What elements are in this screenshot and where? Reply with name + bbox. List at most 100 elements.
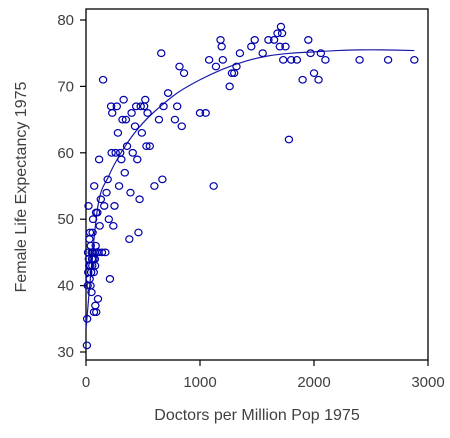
data-point <box>122 142 132 151</box>
data-point <box>355 55 364 64</box>
data-point <box>97 248 107 257</box>
data-point <box>292 55 302 64</box>
data-point <box>204 55 214 64</box>
data-point <box>383 55 393 64</box>
data-point <box>110 202 119 210</box>
data-point <box>127 109 136 117</box>
data-point <box>247 42 256 51</box>
data-point <box>298 75 307 84</box>
data-point <box>117 155 126 164</box>
data-point <box>133 155 142 164</box>
data-point <box>107 148 116 157</box>
fit-line <box>85 49 415 329</box>
data-point <box>177 122 186 131</box>
data-point <box>96 195 106 204</box>
data-point <box>108 109 117 117</box>
plot-frame <box>85 8 429 361</box>
data-point <box>209 182 218 190</box>
x-tick-label: 2000 <box>297 374 330 391</box>
x-tick-label: 1000 <box>183 374 216 391</box>
data-point <box>287 55 296 64</box>
data-point <box>91 301 100 310</box>
data-point <box>158 175 167 184</box>
data-point <box>172 102 182 111</box>
data-point <box>232 62 241 71</box>
data-point <box>157 49 166 58</box>
data-point <box>410 55 419 64</box>
data-point <box>269 36 279 44</box>
data-point <box>218 55 227 64</box>
y-axis-title: Female Life Expectancy 1975 <box>13 82 30 293</box>
data-point <box>109 221 118 230</box>
data-point <box>279 55 288 64</box>
data-point <box>102 188 111 197</box>
y-tick-label: 40 <box>57 278 74 295</box>
data-point <box>128 148 137 157</box>
data-point <box>98 75 108 84</box>
data-point <box>304 36 313 44</box>
data-point <box>163 89 173 97</box>
data-point <box>136 102 145 111</box>
data-point <box>90 182 99 190</box>
data-point <box>92 308 101 317</box>
data-point <box>118 115 127 124</box>
y-tick-label: 70 <box>57 78 74 95</box>
data-point <box>101 248 110 257</box>
data-point <box>145 142 155 151</box>
data-point <box>126 188 135 197</box>
data-point <box>93 208 102 217</box>
data-point <box>170 115 180 124</box>
data-point <box>258 49 267 58</box>
data-point <box>141 95 150 104</box>
data-point <box>250 36 259 44</box>
data-point <box>225 82 234 91</box>
data-point <box>179 69 189 78</box>
data-point <box>217 42 226 51</box>
data-point <box>150 182 159 190</box>
data-point <box>100 202 109 210</box>
data-point <box>281 42 290 51</box>
data-point <box>105 275 115 283</box>
data-point <box>134 228 143 237</box>
data-point <box>309 69 319 78</box>
data-point <box>154 115 164 124</box>
data-point <box>112 102 121 111</box>
data-point <box>211 62 221 71</box>
data-point <box>195 109 205 117</box>
y-tick-label: 30 <box>57 344 74 361</box>
data-point <box>113 128 123 137</box>
y-tick-label: 50 <box>57 211 74 228</box>
data-point <box>314 75 323 84</box>
data-point <box>137 128 147 137</box>
data-point <box>84 202 93 210</box>
data-point <box>82 341 92 350</box>
y-axis: 30 40 50 60 70 80 <box>57 12 86 361</box>
data-point <box>175 62 184 71</box>
data-point <box>94 155 104 164</box>
data-point <box>275 42 284 51</box>
data-point <box>306 49 315 58</box>
data-point <box>273 29 282 38</box>
data-point <box>103 175 112 184</box>
data-point <box>82 314 92 323</box>
data-point <box>159 102 168 111</box>
x-tick-label: 0 <box>82 374 90 391</box>
data-point <box>121 115 131 124</box>
data-point <box>201 109 210 117</box>
data-point <box>235 49 245 58</box>
data-point <box>119 95 128 104</box>
data-point <box>130 122 140 131</box>
data-point <box>284 135 294 144</box>
x-axis-title: Doctors per Million Pop 1975 <box>154 407 360 424</box>
data-point <box>95 221 104 230</box>
data-point <box>143 109 152 117</box>
data-point <box>120 168 129 177</box>
data-point <box>321 55 330 64</box>
data-point <box>114 182 124 190</box>
data-point <box>111 148 120 157</box>
data-point <box>264 36 273 44</box>
data-point <box>216 36 225 44</box>
data-point <box>87 288 96 297</box>
data-points <box>82 22 419 350</box>
